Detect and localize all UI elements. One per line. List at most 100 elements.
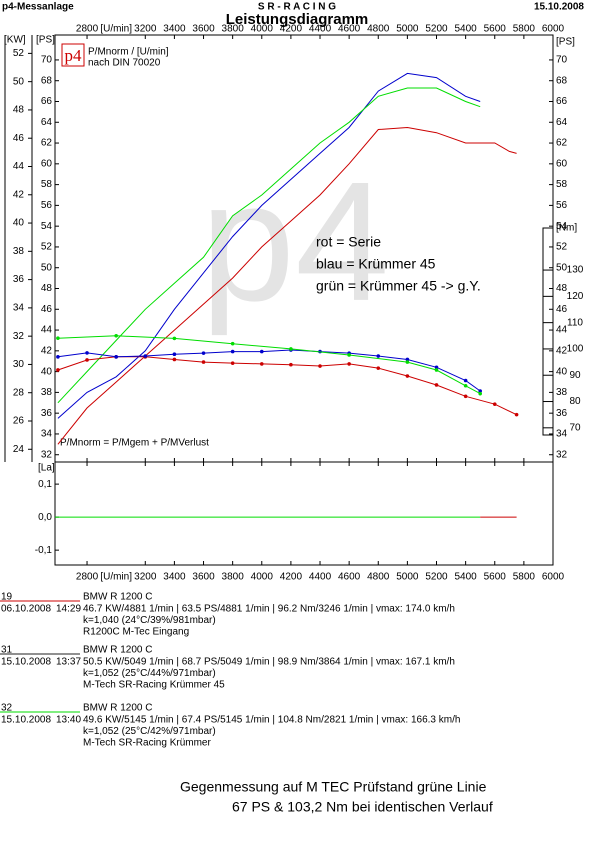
record-line-text: BMW R 1200 C [83,645,152,656]
chart-title: Leistungsdiagramm [226,11,369,28]
x-axis-label: [U/min] [100,24,132,35]
record-line-text: k=1,052 (25°C/42%/971mbar) [83,726,216,737]
ps-tick-label: 52 [556,242,568,253]
record-time: 13:37 [56,657,81,668]
header-left: p4-Messanlage [2,2,74,13]
torque-marker [434,383,439,387]
torque-marker [230,361,235,365]
x-tick-label: 3200 [134,24,157,35]
watermark: p4 [200,147,389,337]
la-tick-label: -0,1 [35,545,53,556]
kw-tick-label: 42 [13,189,25,200]
record-id: 31 [1,645,13,656]
annotation: grün = Krümmer 45 -> g.Y. [316,278,481,294]
ps-tick-label: 34 [41,429,53,440]
header-date: 15.10.2008 [534,2,584,13]
torque-marker [289,362,293,367]
torque-marker [172,357,177,362]
record-line-text: k=1,040 (24°C/39%/981mbar) [83,615,216,626]
x-tick-label: 4600 [338,572,361,583]
torque-marker [463,378,468,383]
ps-tick-label: 52 [41,242,53,253]
x-tick-label: 4000 [251,572,274,583]
x-tick-label: 2800 [76,24,99,35]
x-tick-label: 6000 [542,24,565,35]
ps-tick-label: 40 [41,366,53,377]
nm-axis-box [542,227,554,436]
torque-marker [434,365,439,370]
torque-marker [259,362,264,366]
logo: p4 [65,46,83,65]
x-tick-label: 3800 [222,572,245,583]
x-tick-label: 5200 [425,572,448,583]
kw-tick-label: 30 [13,359,25,370]
nm-tick-label: 80 [569,396,581,407]
la-frame [54,461,554,566]
x-tick-label: 5000 [396,572,419,583]
annotation: rot = Serie [316,234,381,250]
kw-tick-label: 38 [13,246,25,257]
series-line [57,126,517,445]
kw-tick-label: 52 [13,48,25,59]
ps-axis-label: [PS] [36,35,55,46]
torque-marker [347,353,351,357]
torque-marker [114,333,118,338]
ps-tick-label: 36 [41,408,53,419]
record-line-text: 49.6 KW/5145 1/min | 67.4 PS/5145 1/min … [83,714,460,725]
kw-tick-label: 24 [13,444,25,455]
torque-marker [463,394,468,399]
record-date: 15.10.2008 [1,657,51,668]
kw-tick-label: 48 [13,105,25,116]
formula: P/Mnorm = P/Mgem + P/MVerlust [60,438,209,449]
ps-tick-label: 42 [556,345,568,356]
ps-axis-label: [PS] [556,37,575,48]
ps-tick-label: 64 [556,117,568,128]
kw-tick-label: 32 [13,331,25,342]
record-time: 14:29 [56,604,81,615]
nm-tick-label: 110 [567,317,583,328]
x-tick-label: 4600 [338,24,361,35]
torque-marker [514,412,519,417]
x-tick-label: 4200 [280,24,303,35]
x-tick-label: 3600 [192,24,215,35]
x-tick-label: 5600 [484,24,507,35]
ps-tick-label: 60 [556,158,568,169]
logo-box [61,43,85,67]
x-tick-label: 6000 [542,572,565,583]
legend-title: P/Mnorm / [U/min] [88,47,169,58]
record-line-text: M-Tech SR-Racing Krümmer [83,738,211,749]
ps-tick-label: 46 [556,304,568,315]
record-id: 19 [1,592,13,603]
ps-tick-label: 48 [41,283,53,294]
record-line-text: BMW R 1200 C [83,592,152,603]
ps-tick-label: 32 [556,449,568,460]
footer-note: Gegenmessung auf M TEC Prüfstand grüne L… [180,779,487,795]
torque-marker [114,355,118,359]
ps-tick-label: 34 [556,429,568,440]
la-tick-label: 0,0 [38,512,52,523]
torque-marker [376,354,381,358]
ps-tick-label: 40 [556,366,568,377]
record-line-text: M-Tech SR-Racing Krümmer 45 [83,680,225,691]
x-tick-label: 3400 [163,572,186,583]
ps-tick-label: 54 [41,221,53,232]
torque-marker [172,336,177,341]
torque-marker [463,383,468,388]
torque-marker [405,360,410,364]
x-tick-label: 5000 [396,24,419,35]
ps-tick-label: 38 [41,387,53,398]
nm-tick-label: 120 [567,291,584,302]
x-tick-label: 5800 [513,572,536,583]
kw-tick-label: 26 [13,416,25,427]
x-tick-label: 5400 [455,572,478,583]
record-date: 06.10.2008 [1,604,51,615]
x-tick-label: 5400 [455,24,478,35]
kw-tick-label: 28 [13,387,25,398]
record-line-text: BMW R 1200 C [83,703,152,714]
ps-tick-label: 66 [556,96,568,107]
nm-tick-label: 90 [569,370,581,381]
ps-tick-label: 46 [41,304,53,315]
ps-tick-label: 58 [556,179,568,190]
ps-tick-label: 44 [41,325,53,336]
